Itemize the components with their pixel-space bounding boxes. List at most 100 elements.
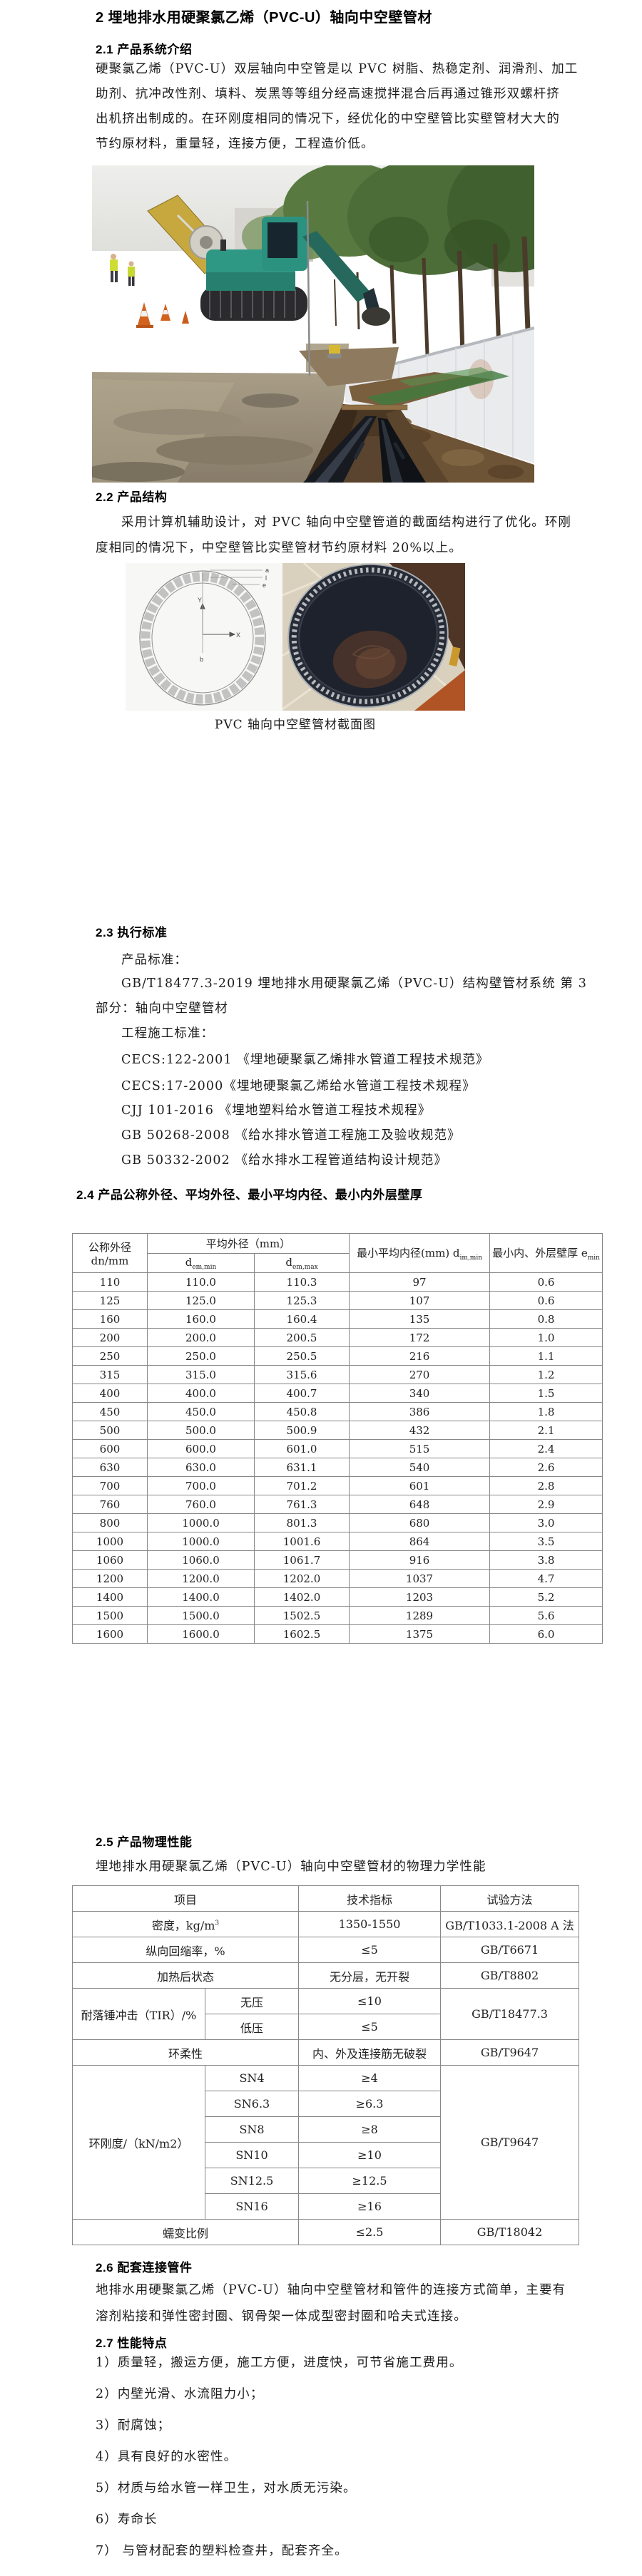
table-row: 800 1000.0 801.3 680 3.0 <box>72 1513 603 1532</box>
table-cell: 315 <box>72 1365 148 1384</box>
axis-label-y: Y <box>198 597 202 604</box>
feature-item: 2）内壁光滑、水流阻力小； <box>96 2387 264 2401</box>
section-2-7-heading: 2.7 性能特点 <box>96 2337 168 2350</box>
standard-line: CJJ 101-2016 《埋地塑料给水管道工程技术规程》 <box>121 1103 432 1118</box>
table-header-row: 公称外径 dn/mm 平均外径（mm） 最小平均内径(mm) dim,min 最… <box>72 1233 603 1273</box>
table-cell: ≤2.5 <box>298 2219 442 2245</box>
table-cell: 1060.0 <box>147 1550 255 1570</box>
table-cell: 0.6 <box>489 1291 603 1310</box>
table-cell: 432 <box>349 1421 491 1440</box>
table-cell: 2.4 <box>489 1439 603 1458</box>
table-cell: 125.3 <box>253 1291 350 1310</box>
table-cell: 耐落锤冲击（TIR）/% <box>72 1988 205 2040</box>
arm <box>302 231 372 302</box>
standard-line: 产品标准： <box>121 953 188 967</box>
hollow-wall-ticks <box>291 567 445 704</box>
table-cell: 1202.0 <box>253 1569 350 1588</box>
col-header-min-id: 最小平均内径(mm) dim,min <box>349 1233 491 1273</box>
col-header-dem-max: dem,max <box>253 1253 350 1273</box>
table-cell: 环刚度/（kN/m2） <box>72 2065 205 2220</box>
table-cell: SN6.3 <box>204 2091 300 2117</box>
paragraph-line: 助剂、抗冲改性剂、填料、炭黑等等组分经高速搅拌混合后再通过锥形双螺杆挤 <box>96 87 560 101</box>
table-cell: 2.1 <box>489 1421 603 1440</box>
table-cell: 315.0 <box>147 1365 255 1384</box>
table-cell: 648 <box>349 1495 491 1514</box>
table-cell: SN10 <box>204 2142 300 2168</box>
table-cell: 500 <box>72 1421 148 1440</box>
table-header-row: 项目 技术指标 试验方法 <box>71 1885 580 1912</box>
paragraph-line: 节约原材料，重量轻，连接方便，工程造价低。 <box>96 137 374 151</box>
table-cell: 1203 <box>349 1587 491 1607</box>
table-row: 760 760.0 761.3 648 2.9 <box>72 1495 603 1514</box>
table-cell: 纵向回缩率，% <box>71 1937 300 1963</box>
table-row: 400 400.0 400.7 340 1.5 <box>72 1384 603 1403</box>
table-cell: 700 <box>72 1476 148 1495</box>
cross-section-diagram-svg: Y X a l e b <box>126 563 282 711</box>
table-cell: 低压 <box>204 2014 300 2040</box>
table-cell: 1500 <box>72 1606 148 1625</box>
paragraph-line: 出机挤出制成的。在环刚度相同的情况下，经优化的中空壁管比实壁管材大大的 <box>96 112 560 126</box>
standard-line: GB 50332-2002 《给水排水工程管道结构设计规范》 <box>121 1153 448 1168</box>
col-header-dn-line1: 公称外径 <box>88 1240 131 1254</box>
table-row: 110 110.0 110.3 97 0.6 <box>72 1272 603 1292</box>
table-cell: 760.0 <box>147 1495 255 1514</box>
table-row: 1600 1600.0 1602.5 1375 6.0 <box>72 1624 603 1644</box>
table-row: 1400 1400.0 1402.0 1203 5.2 <box>72 1587 603 1607</box>
table-cell: 1402.0 <box>253 1587 350 1607</box>
table-cell: 0.8 <box>489 1309 603 1329</box>
orange-pipe-piece <box>414 670 465 711</box>
table-cell: 1502.5 <box>253 1606 350 1625</box>
table-cell: 701.2 <box>253 1476 350 1495</box>
table-cell: 加热后状态 <box>71 1962 300 1989</box>
feature-item: 1）质量轻，搬运方便，施工方便，进度快，可节省施工费用。 <box>96 2356 463 2370</box>
standard-line: 工程施工标准： <box>121 1026 215 1041</box>
table-cell: 400 <box>72 1384 148 1403</box>
excavator <box>147 195 390 326</box>
table-cell: 400.7 <box>253 1384 350 1403</box>
table-cell: ≤5 <box>298 1937 442 1963</box>
table-cell: 631.1 <box>253 1458 350 1477</box>
table-cell: GB/T8802 <box>440 1962 580 1989</box>
table-cell: 700.0 <box>147 1476 255 1495</box>
doc-title: 2 埋地排水用硬聚氯乙烯（PVC-U）轴向中空壁管材 <box>96 10 432 26</box>
table-cell: GB/T18042 <box>440 2219 580 2245</box>
table-row: 450 450.0 450.8 386 1.8 <box>72 1402 603 1421</box>
cross-section-photo-svg <box>282 562 465 711</box>
section-2-1-heading: 2.1 产品系统介绍 <box>96 43 193 56</box>
traffic-cones <box>136 302 189 328</box>
table-cell: 1000.0 <box>147 1532 255 1551</box>
construction-photo-svg <box>85 147 579 483</box>
table-cell: 125 <box>72 1291 148 1310</box>
dim-label-l: l <box>265 575 267 582</box>
table-cell: 3.0 <box>489 1513 603 1532</box>
feature-item: 5）材质与给水管一样卫生，对水质无污染。 <box>96 2481 357 2495</box>
table-cell: 1.2 <box>489 1365 603 1384</box>
paragraph-line: 度相同的情况下，中空壁管比实壁管材节约原材料 20%以上。 <box>96 541 462 555</box>
table-row: 1000 1000.0 1001.6 864 3.5 <box>72 1532 603 1551</box>
table-cell: ≥4 <box>298 2065 442 2091</box>
table-cell: GB/T18477.3 <box>440 1988 580 2040</box>
table-cell: 630.0 <box>147 1458 255 1477</box>
dimension-table-body: 110 110.0 110.3 97 0.6 125 125.0 125.3 107 0.6 160… <box>72 1272 603 1644</box>
table-row: SN6.3 ≥6.3 <box>73 2091 579 2117</box>
table-cell: 1.5 <box>489 1384 603 1403</box>
table-cell: 250.5 <box>253 1346 350 1366</box>
table-row: 125 125.0 125.3 107 0.6 <box>72 1291 603 1310</box>
table-cell: 172 <box>349 1328 491 1347</box>
table-cell: 无分层，无开裂 <box>298 1962 442 1989</box>
standard-line: 部分：轴向中空壁管材 <box>96 1001 228 1016</box>
table-cell: 864 <box>349 1532 491 1551</box>
table-cell: 1600.0 <box>147 1624 255 1644</box>
table-cell: 110.0 <box>147 1272 255 1292</box>
section-2-4-heading: 2.4 产品公称外径、平均外径、最小平均内径、最小内外层壁厚 <box>76 1188 423 1202</box>
dim-label-a: a <box>265 567 269 574</box>
col-header-spec: 技术指标 <box>298 1885 442 1912</box>
table-cell: 386 <box>349 1402 491 1421</box>
col-header-dn-line2: dn/mm <box>91 1254 129 1267</box>
table-row: 250 250.0 250.5 216 1.1 <box>72 1346 603 1366</box>
col-header-method: 试验方法 <box>440 1885 580 1912</box>
dark-floor-corner <box>389 563 465 670</box>
feature-item: 6）寿命长 <box>96 2513 158 2527</box>
paragraph-line: 硬聚氯乙烯（PVC-U）双层轴向中空管是以 PVC 树脂、热稳定剂、润滑剂、加工 <box>96 62 579 76</box>
